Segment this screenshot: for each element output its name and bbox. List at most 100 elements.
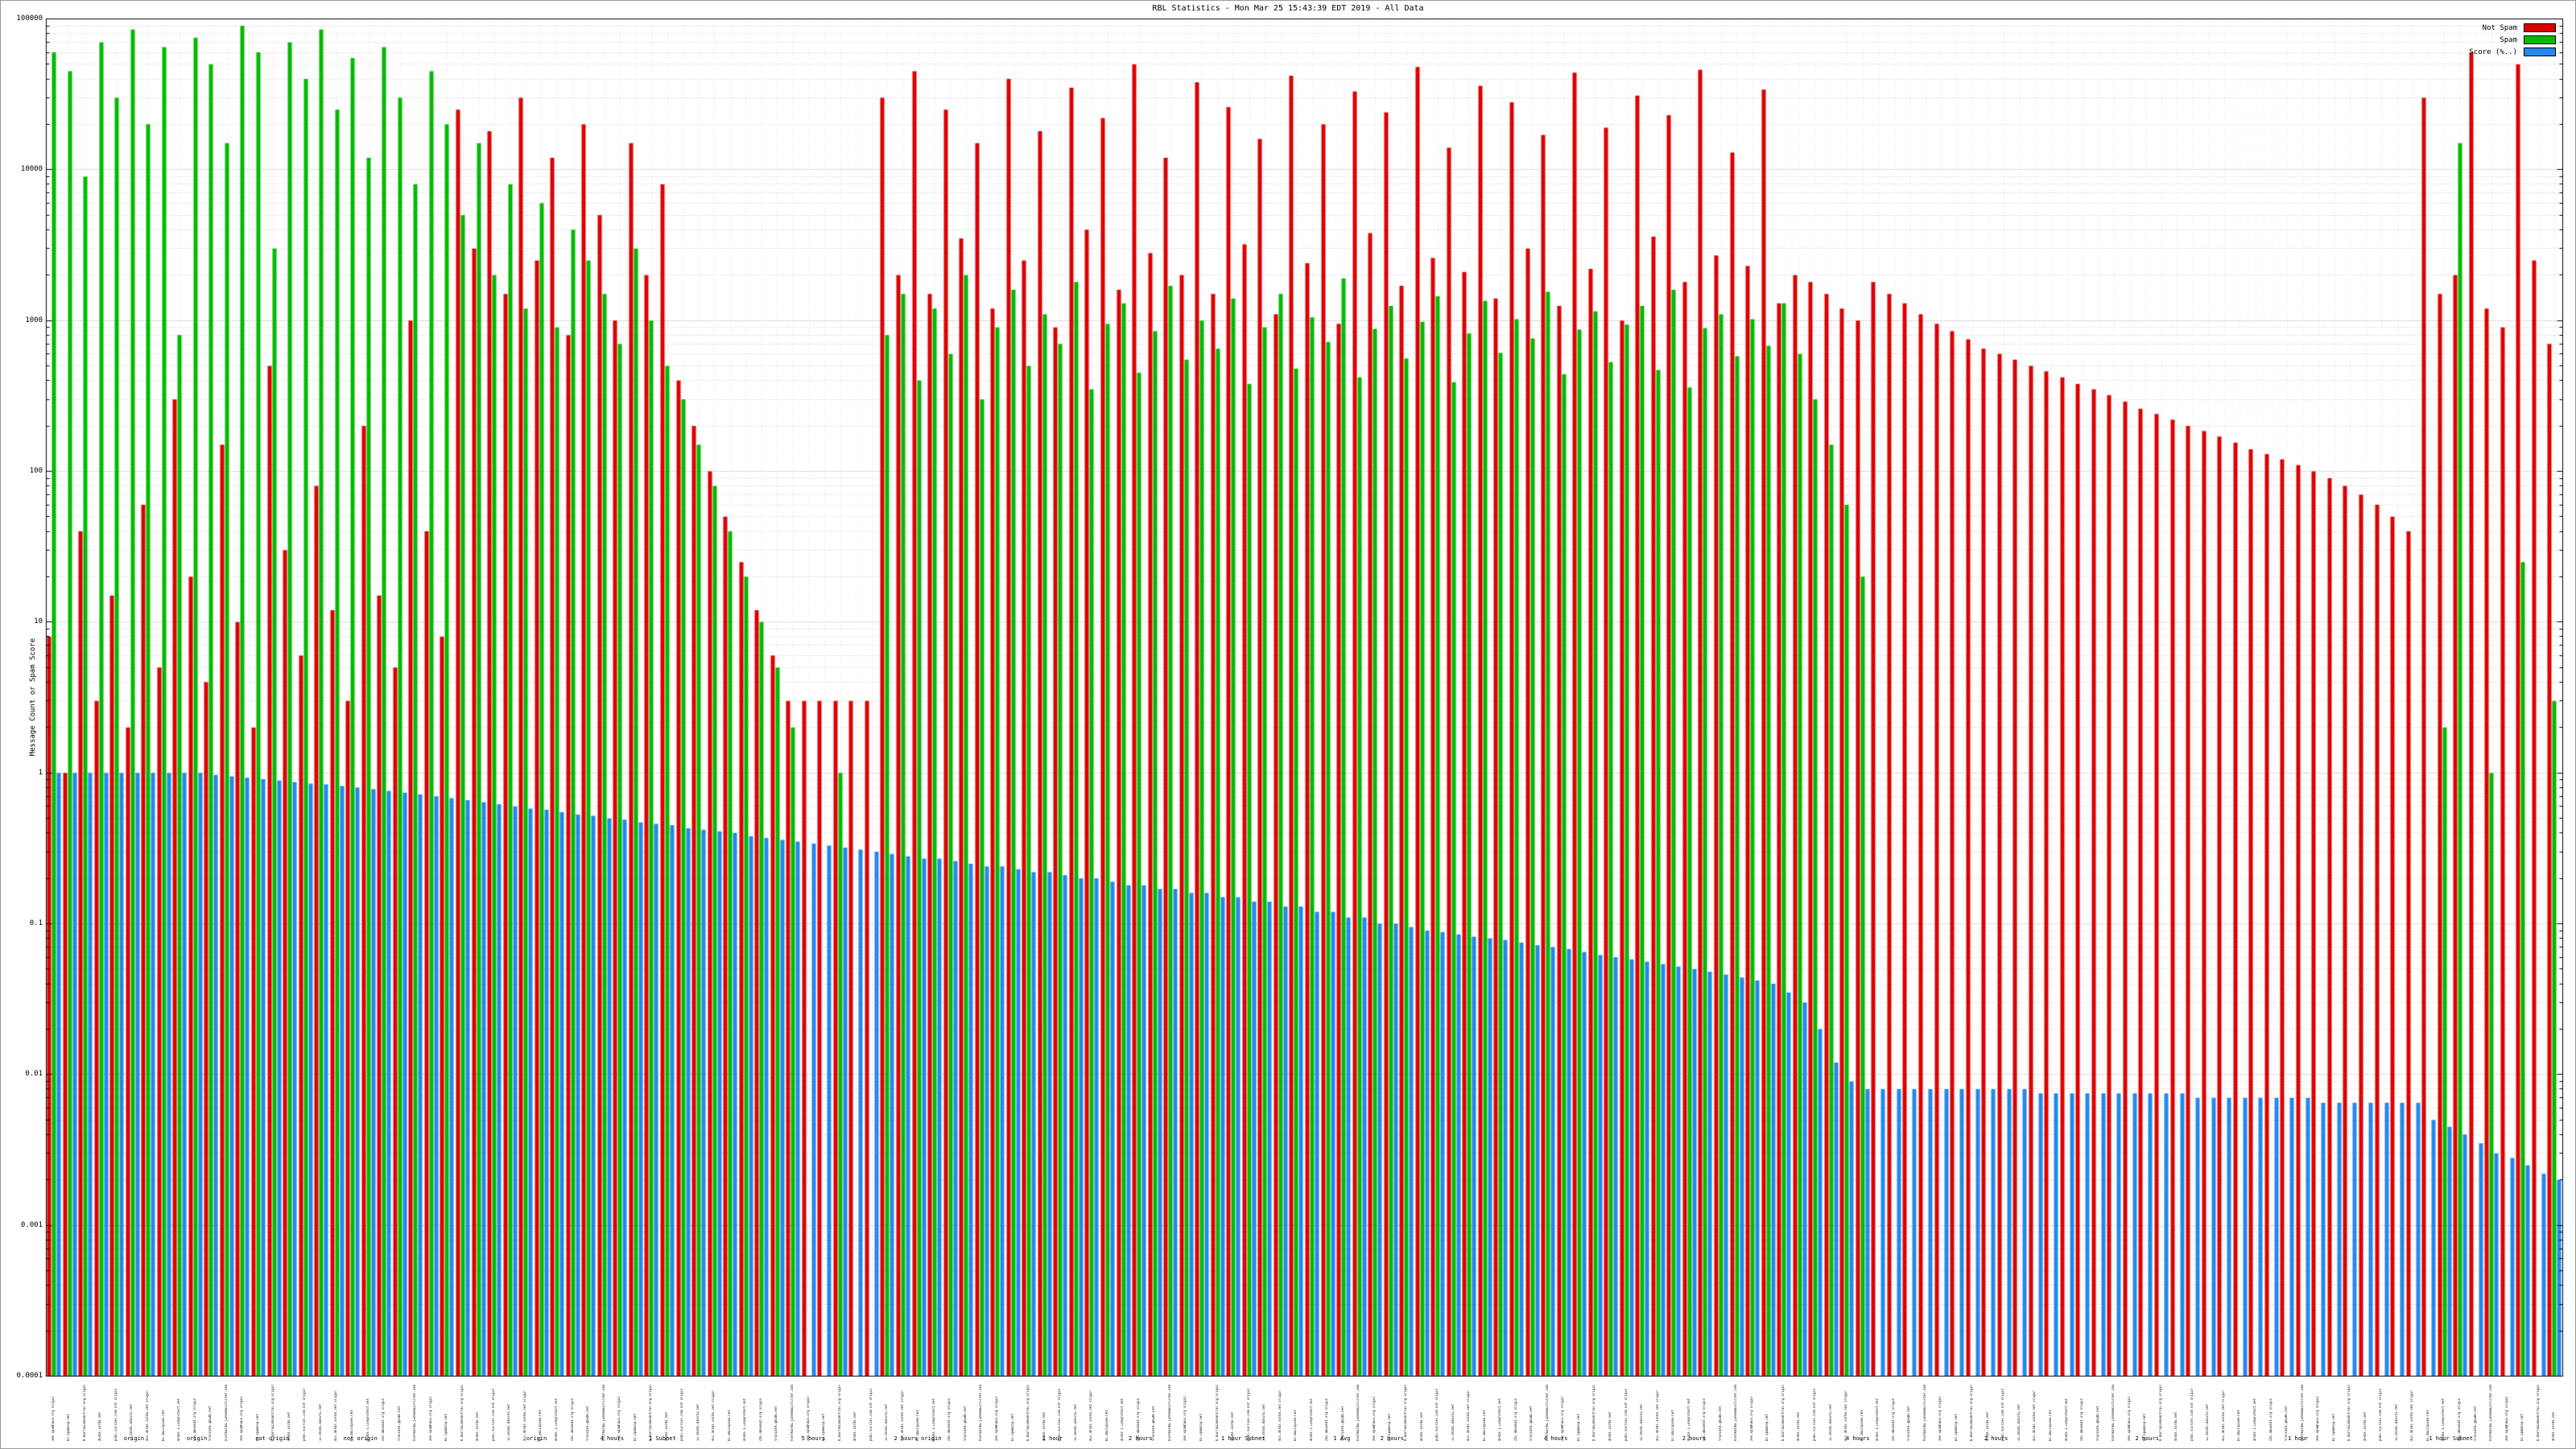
x-tick-label: hostkarma.junkemailfilter.com (1545, 1385, 1549, 1441)
x-tick-label: b.barracudacentral.org origin (837, 1385, 841, 1441)
x-tick-label: dnsbl-1.uceprotect.net (2442, 1398, 2446, 1441)
x-tick-label: hostkarma.junkemailfilter.com (1922, 1385, 1926, 1441)
x-tick-label: dnsbl.sorbs.net (1608, 1411, 1612, 1441)
x-tick-label: dnsbl.sorbs.net (2174, 1411, 2178, 1441)
x-tick-label: dnsbl-1.uceprotect.net (1121, 1398, 1125, 1441)
x-tick-label: ix.dnsbl.manitu.net (1262, 1404, 1266, 1441)
x-tick-label: psbl.surriel.com not origin (1246, 1388, 1250, 1441)
x-tick-label: ix.dnsbl.manitu.net (1451, 1404, 1455, 1441)
x-tick-label: dnsbl-1.uceprotect.net (1309, 1398, 1313, 1441)
x-tick-label: zen.spamhaus.org origin (428, 1396, 432, 1441)
x-tick-label: cbl.abuseat.org origin (192, 1398, 196, 1441)
x-sub-label: 4 hours (1543, 1435, 1568, 1442)
x-tick-label: cbl.abuseat.org origin (947, 1398, 952, 1441)
x-tick-label: ix.dnsbl.manitu.net (1828, 1404, 1832, 1441)
x-tick-label: dnsbl.sorbs.net (664, 1411, 668, 1441)
x-tick-label: dul.dnsbl.sorbs.net origin (1655, 1390, 1659, 1441)
x-tick-label: b.barracudacentral.org origin (2536, 1385, 2540, 1441)
x-tick-label: zen.spamhaus.org origin (806, 1396, 810, 1441)
x-tick-label: b.barracudacentral.org origin (2158, 1385, 2162, 1441)
x-tick-label: dnsbl-1.uceprotect.net (931, 1398, 935, 1441)
x-tick-label: bl.spamcop.net (1954, 1414, 1958, 1441)
legend-row: Spam (2500, 35, 2556, 44)
x-tick-label: truncate.gbudb.net (1907, 1406, 1911, 1441)
x-tick-label: dnsbl-1.uceprotect.net (177, 1398, 181, 1441)
x-tick-label: dul.dnsbl.sorbs.net origin (900, 1390, 904, 1441)
x-tick-label: zen.spamhaus.org origin (240, 1396, 244, 1441)
x-tick-label: ix.dnsbl.manitu.net (1073, 1404, 1077, 1441)
x-tick-label: ix.dnsbl.manitu.net (885, 1404, 889, 1441)
y-tick-label: 0.01 (25, 1070, 43, 1079)
x-tick-label: cbl.abuseat.org origin (1325, 1398, 1329, 1441)
x-tick-label: dul.dnsbl.sorbs.net origin (1278, 1390, 1282, 1441)
x-tick-label: bl.spamcop.net (67, 1414, 71, 1441)
x-tick-label: zen.spamhaus.org origin (51, 1396, 55, 1441)
x-tick-label: psbl.surriel.com not origin (491, 1388, 495, 1441)
x-tick-label: truncate.gbudb.net (2095, 1406, 2099, 1441)
x-tick-label: dnsbl.sorbs.net (1231, 1411, 1235, 1441)
x-tick-label: dnsbl-1.uceprotect.net (554, 1398, 558, 1441)
x-tick-label: truncate.gbudb.net (1530, 1406, 1534, 1441)
legend-row: Score (%..) (2469, 47, 2556, 56)
x-tick-label: dnsbl.sorbs.net (1797, 1411, 1801, 1441)
x-tick-label: b.barracudacentral.org origin (460, 1385, 464, 1441)
x-tick-label: ix.dnsbl.manitu.net (1640, 1404, 1644, 1441)
legend: Not Spam Spam Score (%..) (2469, 23, 2556, 56)
x-tick-label: bl.mailspike.net (2237, 1410, 2241, 1441)
x-sub-label: 1 Subnet (649, 1435, 676, 1442)
legend-swatch (2524, 35, 2556, 44)
x-tick-label: dnsbl.sorbs.net (853, 1411, 857, 1441)
x-tick-label: bl.mailspike.net (1482, 1410, 1486, 1441)
x-tick-label: cbl.abuseat.org origin (2080, 1398, 2084, 1441)
y-tick-label: 0.1 (29, 919, 43, 927)
x-sub-label: 2 hours (1682, 1435, 1707, 1442)
x-tick-label: truncate.gbudb.net (1340, 1406, 1344, 1441)
x-tick-label: bl.spamcop.net (2143, 1414, 2147, 1441)
x-tick-label: hostkarma.junkemailfilter.com (1734, 1385, 1738, 1441)
x-tick-label: zen.spamhaus.org origin (1372, 1396, 1376, 1441)
x-tick-label: dul.dnsbl.sorbs.net origin (2033, 1390, 2037, 1441)
x-tick-label: bl.mailspike.net (2425, 1410, 2429, 1441)
x-tick-label: zen.spamhaus.org origin (1938, 1396, 1942, 1441)
x-tick-label: dul.dnsbl.sorbs.net origin (1844, 1390, 1848, 1441)
x-tick-label: bl.mailspike.net (349, 1410, 353, 1441)
x-tick-label: hostkarma.junkemailfilter.com (224, 1385, 228, 1441)
x-tick-label: b.barracudacentral.org origin (1215, 1385, 1219, 1441)
y-tick-label: 10 (34, 617, 43, 626)
x-tick-label: b.barracudacentral.org origin (1781, 1385, 1785, 1441)
x-tick-label: b.barracudacentral.org origin (1592, 1385, 1596, 1441)
x-tick-label: dnsbl-1.uceprotect.net (1876, 1398, 1880, 1441)
x-tick-label: bl.spamcop.net (1199, 1414, 1203, 1441)
x-tick-label: dnsbl-1.uceprotect.net (743, 1398, 747, 1441)
x-tick-label: hostkarma.junkemailfilter.com (413, 1385, 417, 1441)
x-tick-label: psbl.surriel.com not origin (2379, 1388, 2383, 1441)
x-tick-label: ix.dnsbl.manitu.net (130, 1404, 134, 1441)
x-sub-label: 2 hours (1380, 1435, 1405, 1442)
x-tick-label: truncate.gbudb.net (586, 1406, 590, 1441)
x-tick-label: truncate.gbudb.net (774, 1406, 778, 1441)
x-tick-label: psbl.surriel.com not origin (680, 1388, 684, 1441)
x-tick-label: hostkarma.junkemailfilter.com (979, 1385, 983, 1441)
y-tick-label: 1000 (25, 316, 43, 324)
x-tick-label: ix.dnsbl.manitu.net (2206, 1404, 2210, 1441)
legend-label: Not Spam (2482, 23, 2517, 32)
x-tick-label: zen.spamhaus.org origin (995, 1396, 999, 1441)
x-tick-label: psbl.surriel.com not origin (114, 1388, 118, 1441)
x-sub-label: 2 hours (2135, 1435, 2159, 1442)
x-tick-label: ix.dnsbl.manitu.net (696, 1404, 700, 1441)
x-tick-label: b.barracudacentral.org origin (2347, 1385, 2351, 1441)
x-tick-label: dnsbl.sorbs.net (1419, 1411, 1423, 1441)
x-tick-label: truncate.gbudb.net (397, 1406, 401, 1441)
x-tick-label: bl.spamcop.net (1010, 1414, 1014, 1441)
x-tick-label: bl.mailspike.net (916, 1410, 920, 1441)
x-tick-label: dul.dnsbl.sorbs.net origin (145, 1390, 149, 1441)
x-sub-label: origin (526, 1435, 547, 1442)
x-tick-label: bl.spamcop.net (633, 1414, 637, 1441)
legend-swatch (2524, 23, 2556, 32)
x-tick-label: bl.spamcop.net (822, 1414, 826, 1441)
x-sub-label: 2 hours (1984, 1435, 2008, 1442)
x-tick-label: cbl.abuseat.org origin (382, 1398, 386, 1441)
x-tick-label: dnsbl.sorbs.net (2363, 1411, 2367, 1441)
x-sub-label: origin (186, 1435, 208, 1442)
